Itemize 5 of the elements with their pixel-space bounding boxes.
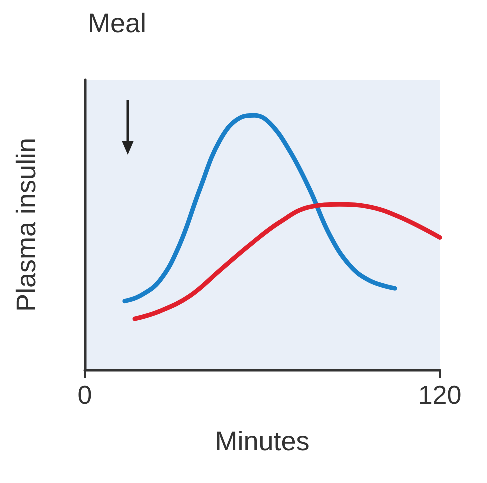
text: Meal: [88, 8, 147, 38]
y-axis-title: Plasma insulin: [12, 138, 42, 312]
x-axis-title: Minutes: [215, 426, 310, 456]
x-tick-label: 0: [78, 380, 92, 410]
x-tick-label: 120: [418, 380, 462, 410]
